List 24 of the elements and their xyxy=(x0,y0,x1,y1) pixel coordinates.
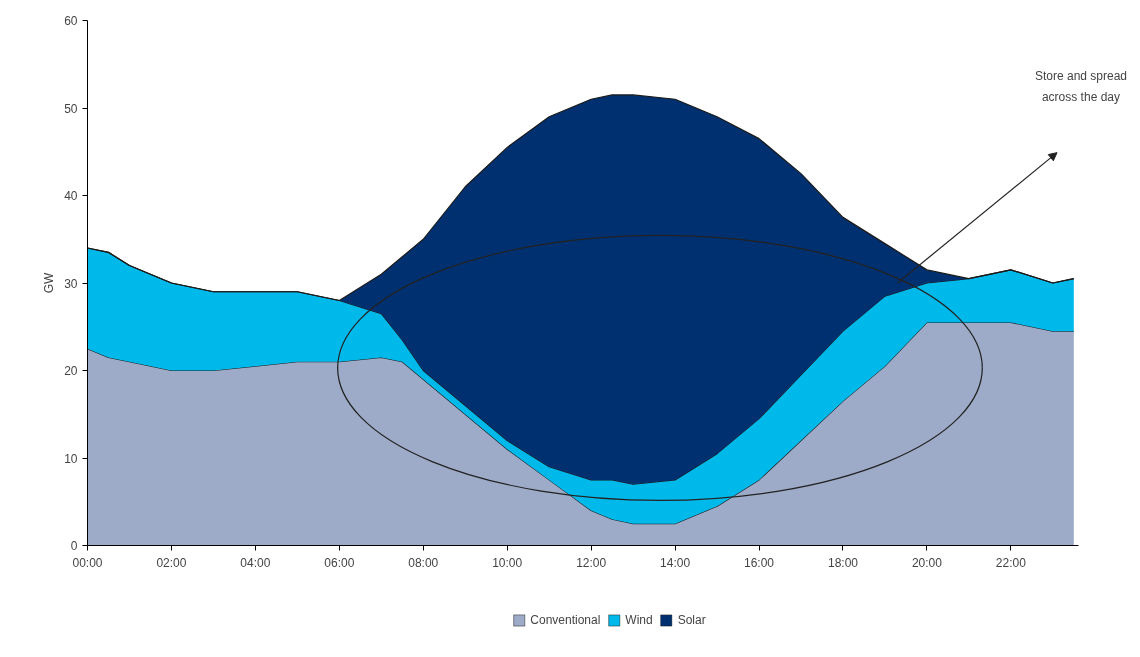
x-tick-label: 06:00 xyxy=(324,555,355,570)
annotation: Store and spread across the day xyxy=(1034,68,1128,104)
y-tick-label: 60 xyxy=(64,14,78,28)
legend-label: Wind xyxy=(625,613,653,627)
y-tick-label: 0 xyxy=(70,539,78,553)
x-tick-label: 04:00 xyxy=(240,555,271,570)
x-tick-label: 16:00 xyxy=(744,555,775,570)
x-tick-label: 00:00 xyxy=(72,555,103,570)
legend-label: Conventional xyxy=(530,613,601,627)
y-tick-label: 20 xyxy=(64,364,78,378)
x-tick-label: 18:00 xyxy=(827,555,859,570)
y-tick-label: 30 xyxy=(64,276,78,291)
x-tick-label: 20:00 xyxy=(911,555,943,570)
x-tick-label: 10:00 xyxy=(492,555,523,570)
y-tick-label: 10 xyxy=(64,451,78,466)
x-tick-label: 14:00 xyxy=(660,555,691,570)
x-tick-label: 08:00 xyxy=(408,555,439,570)
legend-label: Solar xyxy=(677,613,706,627)
x-tick-label: 22:00 xyxy=(995,555,1027,570)
x-tick-label: 12:00 xyxy=(576,555,607,570)
x-tick-label: 02:00 xyxy=(156,555,187,570)
y-tick-label: 50 xyxy=(64,101,78,116)
y-tick-label: 40 xyxy=(64,189,78,203)
y-axis-title: GW xyxy=(42,272,57,294)
